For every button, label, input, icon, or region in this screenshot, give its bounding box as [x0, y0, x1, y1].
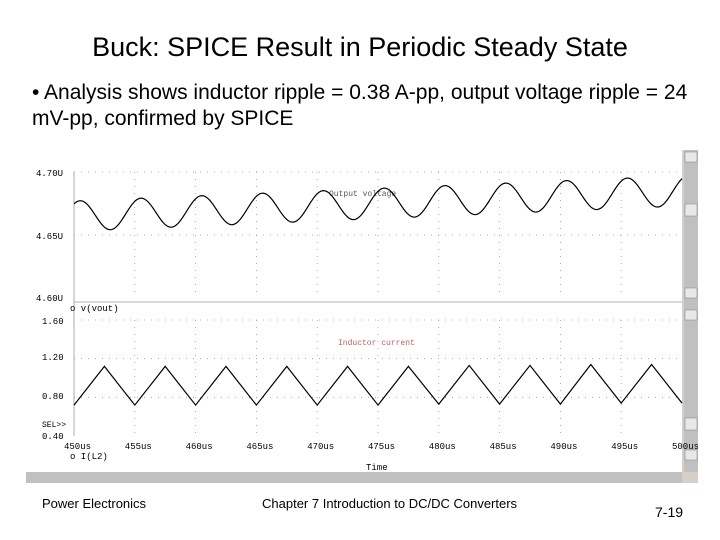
inductor-current-trace [73, 363, 683, 407]
slide-number: 7-19 [655, 504, 684, 520]
footer-left: Power Electronics [42, 496, 147, 511]
x-tick-label: 455us [125, 442, 152, 452]
grid-lines [73, 171, 682, 436]
spice-probe-window: 4.70U 4.65U 4.60U Output voltage o v(vou… [26, 150, 698, 483]
x-axis-label: Time [366, 463, 388, 473]
inductor-current-label: Inductor current [338, 339, 415, 348]
bottom-y-tick-3: 0.40 [42, 432, 64, 442]
x-tick-label: 485us [490, 442, 517, 452]
bullet-text: • Analysis shows inductor ripple = 0.38 … [32, 81, 688, 130]
scroll-down-icon[interactable] [684, 287, 698, 299]
bottom-y-tick-0: 1.60 [42, 317, 64, 327]
x-tick-label: 495us [611, 442, 638, 452]
sel-marker: SEL>> [42, 421, 66, 430]
x-tick-label: 465us [246, 442, 273, 452]
slide-title: Buck: SPICE Result in Periodic Steady St… [92, 32, 628, 62]
top-y-tick-0: 4.70U [36, 169, 63, 179]
output-voltage-trace [73, 177, 683, 231]
x-tick-label: 475us [368, 442, 395, 452]
output-voltage-label: Output voltage [329, 190, 396, 199]
top-legend[interactable]: o v(vout) [70, 304, 119, 314]
x-tick-label: 450us [64, 442, 91, 452]
bottom-legend[interactable]: o I(L2) [70, 452, 108, 462]
horizontal-scrollbar[interactable] [26, 472, 682, 483]
x-tick-labels: 450us 455us 460us 465us 470us 475us 480us 485us… [64, 442, 698, 452]
scroll-up-icon-lower[interactable] [684, 309, 698, 321]
x-tick-label: 480us [429, 442, 456, 452]
bottom-y-tick-2: 0.80 [42, 392, 64, 402]
scroll-down-icon-lower[interactable] [684, 449, 698, 461]
scroll-thumb[interactable] [684, 203, 698, 217]
footer-center: Chapter 7 Introduction to DC/DC Converte… [262, 496, 518, 511]
top-y-tick-2: 4.60U [36, 294, 63, 304]
x-tick-label: 490us [550, 442, 577, 452]
x-tick-label: 470us [307, 442, 334, 452]
scroll-thumb-lower[interactable] [684, 417, 698, 431]
x-tick-label: 500us [672, 442, 698, 452]
plot-area [26, 150, 682, 472]
scroll-up-icon[interactable] [684, 151, 698, 163]
x-tick-label: 460us [186, 442, 213, 452]
top-y-tick-1: 4.65U [36, 232, 63, 242]
bottom-y-tick-1: 1.20 [42, 353, 64, 363]
